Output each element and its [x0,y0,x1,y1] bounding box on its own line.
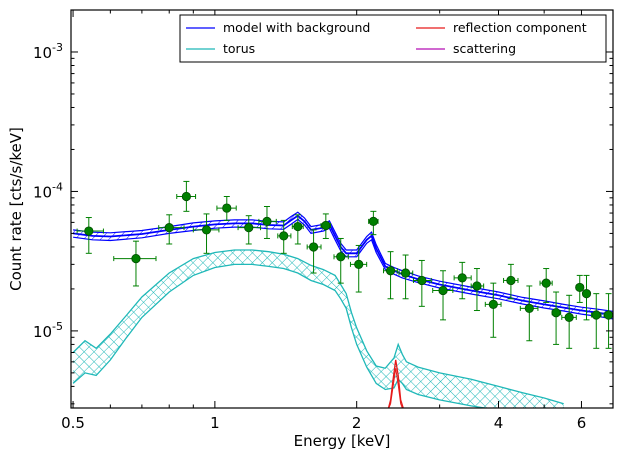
legend: model with background torus reflection c… [179,14,607,63]
data-point-marker [84,226,94,236]
data-points-layer [76,180,613,349]
reflection-line-2 [388,368,403,408]
data-point [382,251,398,300]
data-point [291,214,304,245]
y-tick-label: 10-3 [33,41,63,62]
data-point-marker [131,253,141,264]
data-point-marker [368,216,378,226]
data-point-marker [575,282,585,293]
data-point-marker [222,203,232,213]
data-point [519,285,539,342]
data-point [277,219,292,254]
data-point [176,180,197,212]
reflection-line [387,359,405,408]
data-point-marker [262,216,272,226]
torus-band-fill [73,250,564,408]
data-point-marker [564,312,574,322]
data-point-marker [541,278,551,288]
data-point-marker [488,299,498,309]
data-point-marker [201,225,212,235]
data-point [349,244,368,293]
data-point-marker [279,231,289,241]
data-point [216,195,237,221]
data-point-marker [524,303,534,313]
data-point-marker [164,223,174,233]
data-point [258,205,277,239]
data-point [320,213,332,239]
data-point-marker [438,285,448,296]
x-axis-label: Energy [keV] [294,432,391,450]
data-point-marker [293,221,303,232]
x-tick-label: 4 [494,414,504,432]
y-tick-label: 10-5 [33,320,63,341]
x-tick-label: 2 [352,414,362,432]
data-point [603,293,613,349]
data-point [590,293,602,349]
data-point-marker [417,275,427,286]
data-point [581,274,592,321]
data-point [575,274,585,303]
data-point [470,268,485,312]
data-point-marker [581,289,592,299]
data-point [306,229,322,274]
data-point [432,270,454,321]
data-point [368,210,379,236]
data-point-marker [336,252,346,262]
data-point [158,214,185,245]
data-point-marker [321,220,331,231]
x-tick-label: 1 [210,414,220,432]
data-point-marker [385,266,396,276]
data-point-marker [506,275,516,286]
data-point [192,213,220,254]
data-point-marker [308,242,319,252]
x-tick-label: 0.5 [61,414,85,432]
data-point [113,240,157,287]
data-point-marker [472,281,482,291]
data-point [561,294,577,349]
data-point [333,237,349,284]
x-tick-label: 6 [577,414,587,432]
data-point-marker [400,268,411,278]
data-point-marker [603,310,613,320]
data-point [237,215,262,245]
torus-upper-line [72,249,564,405]
data-point [76,217,104,254]
data-point-marker [591,310,601,320]
data-point [484,282,502,338]
data-point [453,261,472,300]
plot-frame [70,9,614,409]
data-point-marker [181,191,191,202]
data-point [398,254,414,300]
data-point [412,259,432,307]
data-point-marker [457,273,467,283]
y-tick-label: 10-4 [33,180,63,201]
legend-label-reflection: reflection component [453,20,587,35]
data-point-marker [551,308,561,318]
legend-box [179,14,607,63]
data-point [539,268,553,303]
data-point-marker [244,223,254,233]
axes-layer: 10-5 10-4 10-3 0.5 1 2 4 6 [33,9,614,432]
data-point [551,291,562,345]
y-axis-label: Count rate [cts/s/keV] [7,127,25,291]
data-point [503,263,519,300]
legend-label-model: model with background [223,20,370,35]
legend-label-scattering: scattering [453,41,516,56]
data-point-marker [354,259,364,269]
torus-lower-line [72,263,489,408]
plot-area [71,10,613,408]
legend-label-torus: torus [223,41,255,56]
